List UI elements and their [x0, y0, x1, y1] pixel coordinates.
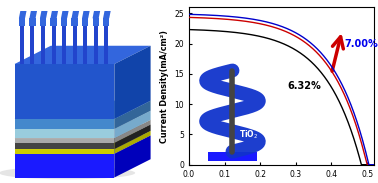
Polygon shape — [114, 124, 150, 149]
Bar — [83, 24, 87, 64]
Bar — [29, 18, 36, 26]
Text: 6.32%: 6.32% — [287, 81, 321, 91]
Y-axis label: Current Density(mA/cm²): Current Density(mA/cm²) — [160, 29, 169, 143]
Bar — [40, 18, 46, 26]
Polygon shape — [82, 11, 90, 18]
Polygon shape — [208, 152, 257, 161]
Polygon shape — [14, 143, 114, 149]
Text: SiO$_2$: SiO$_2$ — [252, 78, 271, 90]
Polygon shape — [14, 154, 114, 178]
Polygon shape — [114, 111, 150, 138]
Text: TiO$_2$: TiO$_2$ — [239, 129, 259, 141]
Polygon shape — [14, 131, 150, 149]
Bar — [62, 24, 66, 64]
Bar — [51, 24, 56, 64]
Bar — [50, 18, 57, 26]
Bar — [71, 18, 77, 26]
Polygon shape — [14, 120, 150, 138]
Polygon shape — [14, 149, 114, 154]
Polygon shape — [114, 135, 150, 178]
Bar — [31, 24, 34, 64]
Bar — [73, 24, 77, 64]
Polygon shape — [114, 101, 150, 129]
Polygon shape — [14, 138, 114, 143]
Polygon shape — [29, 11, 37, 18]
Polygon shape — [50, 11, 58, 18]
Polygon shape — [114, 120, 150, 143]
Polygon shape — [71, 11, 79, 18]
Polygon shape — [14, 64, 114, 119]
Polygon shape — [14, 111, 150, 129]
Bar — [20, 24, 24, 64]
Polygon shape — [14, 135, 150, 154]
Polygon shape — [114, 131, 150, 154]
Bar — [103, 18, 109, 26]
Bar — [41, 24, 45, 64]
Polygon shape — [14, 129, 114, 138]
Polygon shape — [14, 119, 114, 129]
Text: 7.00%: 7.00% — [344, 39, 378, 49]
Polygon shape — [93, 11, 100, 18]
Bar — [104, 24, 108, 64]
Polygon shape — [14, 101, 150, 119]
Polygon shape — [61, 11, 68, 18]
Polygon shape — [40, 11, 48, 18]
Bar — [61, 18, 67, 26]
Ellipse shape — [0, 167, 135, 179]
Polygon shape — [103, 11, 111, 18]
Polygon shape — [14, 46, 150, 64]
Polygon shape — [19, 11, 26, 18]
Polygon shape — [114, 46, 150, 119]
Bar — [94, 24, 98, 64]
Polygon shape — [14, 124, 150, 143]
Bar — [93, 18, 99, 26]
Bar — [19, 18, 25, 26]
Bar — [82, 18, 88, 26]
